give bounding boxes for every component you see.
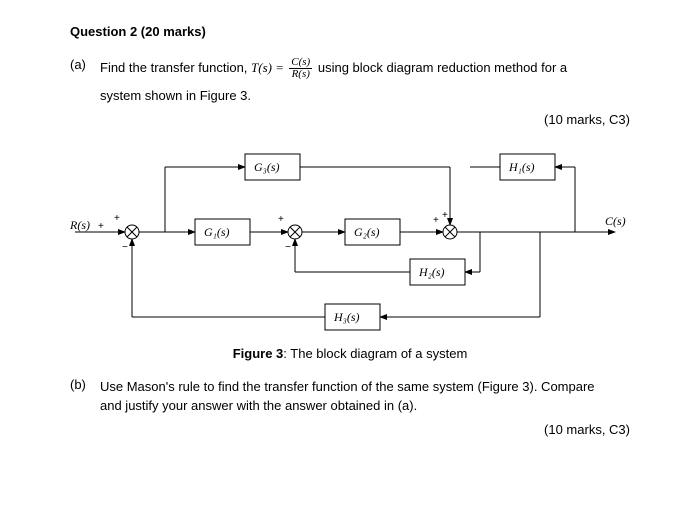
input-label: R(s) <box>70 218 90 232</box>
g1-label: G₁(s) <box>204 225 230 239</box>
svg-text:−: − <box>285 242 291 253</box>
part-a-marks: (10 marks, C3) <box>70 112 630 127</box>
h3-label: H₃(s) <box>333 310 360 324</box>
h1-label: H₁(s) <box>508 160 535 174</box>
part-b-text: Use Mason's rule to find the transfer fu… <box>100 377 630 416</box>
svg-text:+: + <box>278 214 284 225</box>
fig-caption-post: : The block diagram of a system <box>283 346 467 361</box>
part-a: (a) Find the transfer function, T(s) = C… <box>70 57 630 106</box>
part-b-line2: and justify your answer with the answer … <box>100 396 630 416</box>
svg-text:+: + <box>433 215 439 226</box>
block-diagram: R(s) + + − G₁(s) + − G₂(s) + + <box>70 137 630 337</box>
part-a-post: using block diagram reduction method for… <box>318 60 567 75</box>
part-a-pre: Find the transfer function, <box>100 60 251 75</box>
question-title: Question 2 (20 marks) <box>70 24 630 39</box>
part-b-label: (b) <box>70 377 100 392</box>
tf-lhs: T(s) = <box>251 60 287 75</box>
part-a-label: (a) <box>70 57 100 72</box>
figure-caption: Figure 3: The block diagram of a system <box>70 346 630 361</box>
part-b-marks: (10 marks, C3) <box>70 422 630 437</box>
g2-label: G₂(s) <box>354 225 380 239</box>
output-label: C(s) <box>605 214 626 228</box>
h2-label: H₂(s) <box>418 265 445 279</box>
tf-fraction: C(s) R(s) <box>289 57 312 80</box>
plus-sign: + <box>98 221 104 232</box>
svg-text:−: − <box>122 242 128 253</box>
part-b-line1: Use Mason's rule to find the transfer fu… <box>100 379 595 394</box>
frac-den: R(s) <box>289 69 312 80</box>
part-b: (b) Use Mason's rule to find the transfe… <box>70 377 630 416</box>
svg-text:+: + <box>442 210 448 221</box>
svg-text:+: + <box>114 213 120 224</box>
fig-caption-pre: Figure 3 <box>233 346 284 361</box>
part-a-line2: system shown in Figure 3. <box>100 86 630 106</box>
g3-label: G₃(s) <box>254 160 280 174</box>
part-a-text: Find the transfer function, T(s) = C(s) … <box>100 57 630 106</box>
